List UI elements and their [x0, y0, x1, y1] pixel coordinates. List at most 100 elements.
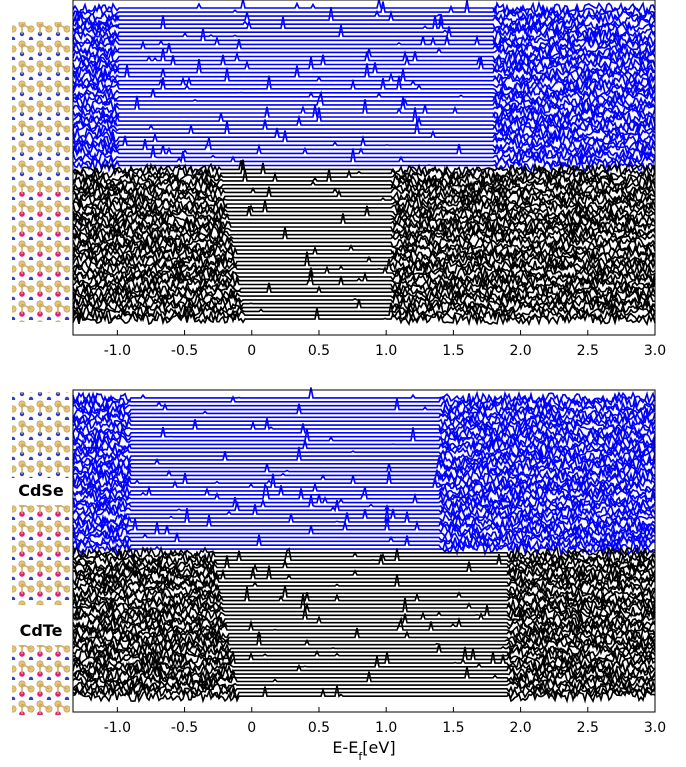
x-tick-label: 2.0	[509, 343, 531, 359]
dos-curve	[72, 521, 656, 541]
dos-curve	[72, 597, 656, 620]
structure-label-box	[10, 478, 72, 502]
dos-curve	[72, 567, 656, 583]
dos-curve	[72, 565, 656, 587]
dos-curve	[72, 104, 656, 124]
dos-curve	[72, 492, 656, 511]
dos-curve	[72, 436, 656, 452]
dos-curve	[72, 446, 656, 468]
dos-curve	[72, 24, 656, 44]
x-tick-label: 1.5	[442, 343, 464, 359]
dos-curve	[72, 457, 656, 476]
dos-curve	[72, 0, 656, 19]
dos-curve	[72, 226, 656, 242]
x-axis-label-part: E-E	[332, 738, 358, 757]
dos-curve	[72, 616, 656, 638]
dos-curve	[72, 426, 656, 444]
dos-curve	[72, 119, 656, 137]
dos-curve	[72, 180, 656, 197]
dos-curve	[72, 13, 656, 32]
dos-curve	[72, 631, 656, 653]
dos-curve	[72, 200, 656, 216]
dos-curve	[72, 585, 656, 601]
dos-curve	[72, 495, 656, 515]
dos-curve	[72, 24, 656, 40]
structure-label: CdTe	[20, 621, 63, 640]
plot-frame	[72, 0, 656, 336]
dos-curve	[72, 134, 656, 154]
dos-curve	[72, 456, 656, 471]
x-tick-label: 0.5	[308, 343, 330, 359]
dos-curve	[72, 67, 656, 89]
dos-curve	[72, 42, 656, 60]
dos-curve	[72, 403, 656, 422]
dos-curve	[72, 517, 656, 538]
dos-curve	[72, 423, 656, 441]
dos-curve	[72, 143, 656, 161]
dos-curve	[72, 485, 656, 503]
dos-curve	[72, 76, 656, 93]
dos-curve	[72, 417, 656, 433]
dos-curve	[72, 99, 656, 121]
dos-curve	[72, 646, 656, 667]
dos-curve	[72, 671, 656, 689]
dos-curve	[72, 114, 656, 133]
dos-curve	[72, 534, 656, 553]
x-tick-label: 1.5	[442, 720, 464, 736]
dos-curve	[72, 148, 656, 169]
dos-curve	[72, 56, 656, 76]
dos-curve	[72, 58, 656, 81]
dos-curve	[72, 0, 656, 16]
x-tick-label: 2.0	[509, 720, 531, 736]
x-tick-label: -1.0	[104, 720, 131, 736]
dos-curve	[73, 439, 656, 456]
dos-curve	[72, 307, 656, 327]
dos-curve	[72, 387, 656, 406]
dos-curve	[72, 302, 656, 323]
dos-curve	[72, 168, 656, 185]
dos-curve	[72, 88, 656, 104]
dos-curve	[72, 606, 656, 627]
dos-curve	[72, 291, 656, 308]
dos-curve	[72, 625, 656, 642]
plot-frame	[72, 389, 656, 713]
dos-curve	[72, 549, 656, 564]
dos-curve	[72, 684, 656, 700]
dos-curve	[72, 298, 656, 316]
x-tick-label: -0.5	[171, 720, 198, 736]
dos-curve	[72, 418, 656, 437]
plots: -1.0 -0.5 0 0.5 1.0 1.5 2.0 2.5 3.0 -1.0 -0.5 0 0.5 1…	[72, 0, 666, 736]
dos-curve	[72, 507, 656, 529]
dos-curve	[72, 75, 656, 97]
dos-curve	[72, 574, 656, 594]
dos-curve	[72, 158, 656, 174]
dos-curve	[72, 250, 656, 266]
dos-curve	[72, 444, 656, 459]
structure-label: CdSe	[18, 481, 64, 500]
dos-curve	[72, 643, 656, 661]
x-tick-label: 0	[247, 343, 256, 359]
dos-curve	[72, 251, 656, 273]
dos-curve	[72, 448, 656, 463]
dos-curve	[72, 586, 656, 609]
dos-curve	[72, 107, 656, 129]
dos-curve	[72, 303, 656, 320]
dos-curve	[72, 482, 656, 507]
dos-curve	[72, 469, 656, 487]
x-tick-label: 0	[247, 720, 256, 736]
x-tick-label: 2.5	[577, 343, 599, 359]
dos-curve	[72, 223, 656, 239]
x-tick-label: -0.5	[171, 343, 198, 359]
dos-curve	[72, 554, 656, 572]
dos-curve	[72, 176, 656, 193]
dos-curve	[72, 394, 656, 410]
x-axis-label-part: [eV]	[362, 738, 395, 757]
dos-curve	[72, 583, 656, 597]
x-tick-label: 1.0	[375, 343, 397, 359]
dos-curve	[72, 54, 656, 72]
dos-curve	[72, 48, 656, 65]
x-tick-label: 3.0	[644, 343, 666, 359]
dos-curve	[72, 258, 656, 277]
x-tick-label: -1.0	[104, 343, 131, 359]
